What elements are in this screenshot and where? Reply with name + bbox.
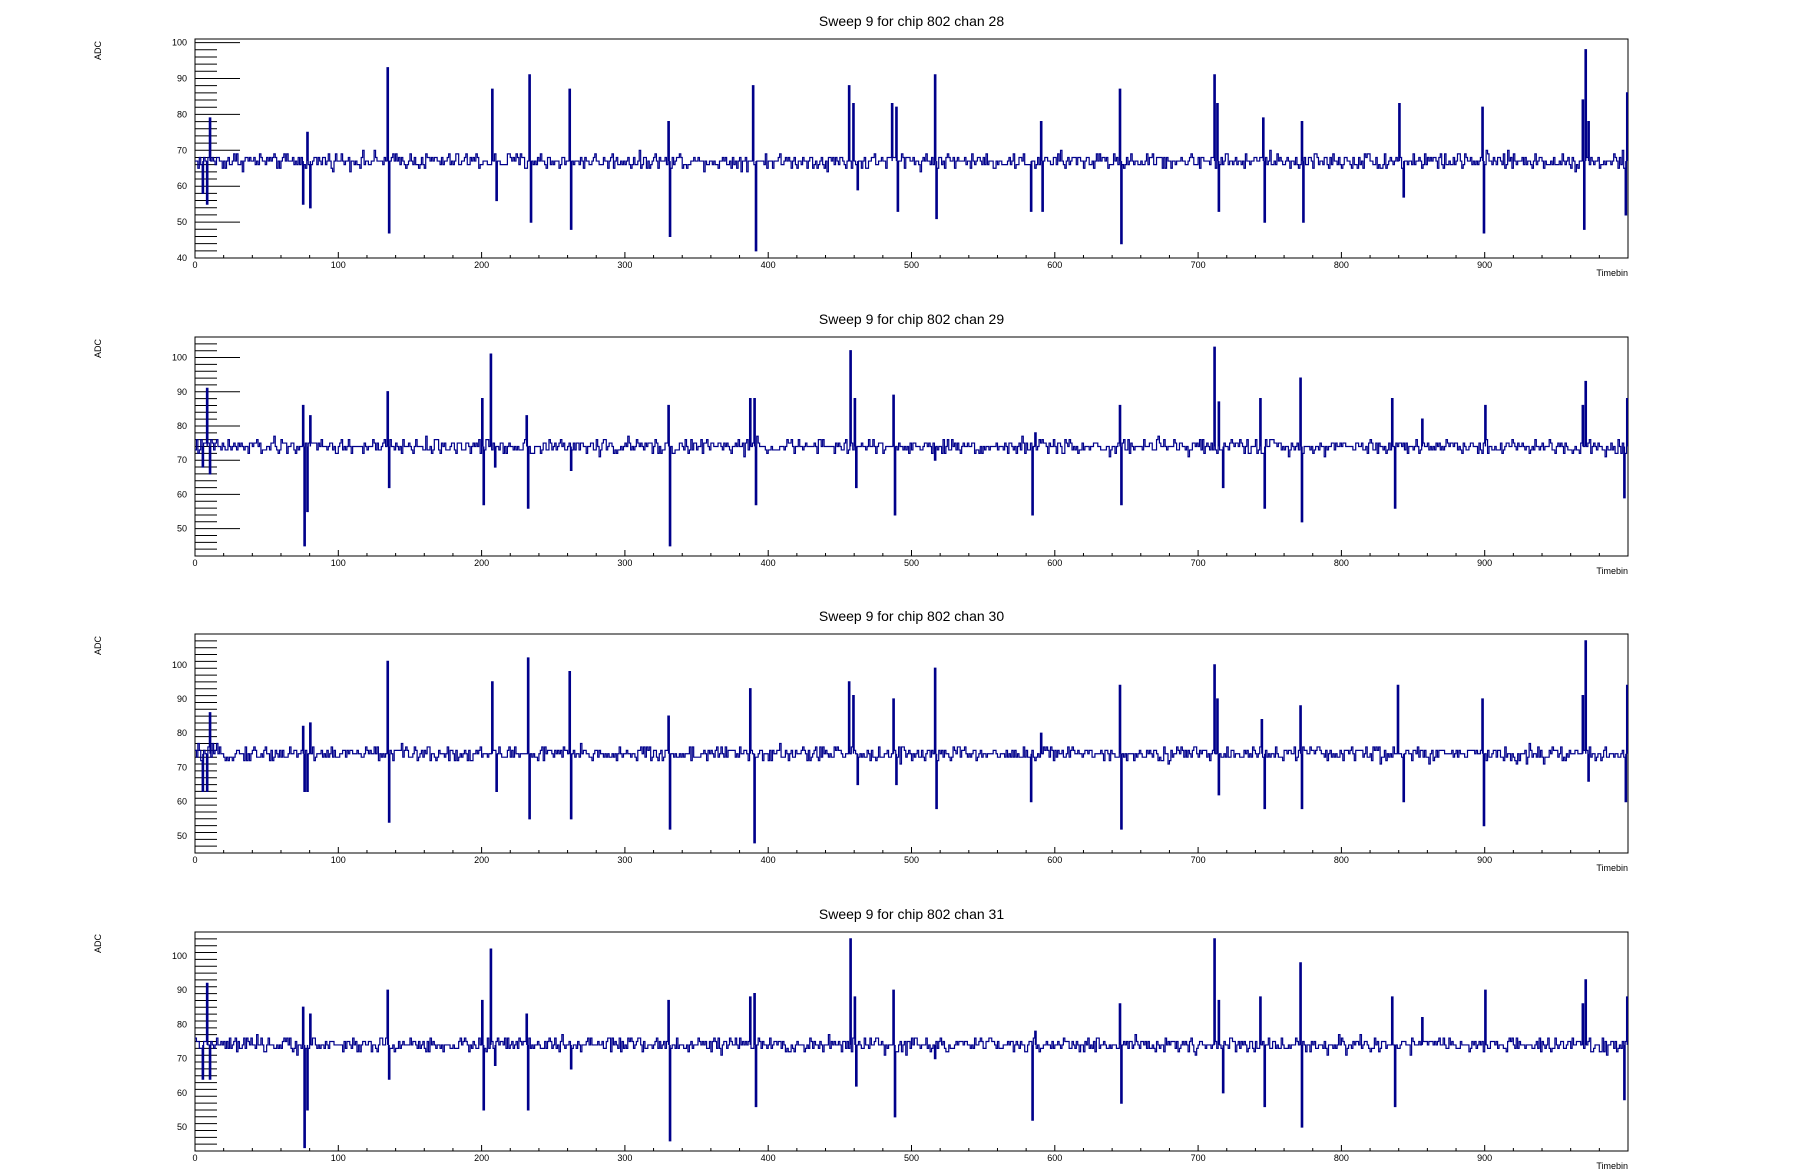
- x-tick-label: 600: [1047, 558, 1062, 568]
- x-tick-label: 900: [1477, 855, 1492, 865]
- x-tick-label: 400: [761, 855, 776, 865]
- chart-title: Sweep 9 for chip 802 chan 31: [819, 906, 1004, 922]
- x-tick-label: 0: [192, 260, 197, 270]
- chart-title: Sweep 9 for chip 802 chan 29: [819, 311, 1004, 327]
- plot-frame: [194, 38, 1629, 259]
- y-tick-label: 60: [177, 181, 187, 191]
- x-tick-label: 800: [1334, 1153, 1349, 1163]
- x-tick-label: 0: [192, 558, 197, 568]
- y-tick-label: 60: [177, 797, 187, 807]
- y-tick-label: 50: [177, 831, 187, 841]
- x-tick-label: 700: [1191, 855, 1206, 865]
- x-tick-label: 100: [331, 855, 346, 865]
- y-tick-label: 80: [177, 109, 187, 119]
- x-tick-label: 700: [1191, 558, 1206, 568]
- adc-trace: [195, 49, 1628, 252]
- y-tick-label: 100: [172, 353, 187, 363]
- x-tick-label: 100: [331, 558, 346, 568]
- y-tick-label: 90: [177, 387, 187, 397]
- x-tick-label: 0: [192, 1153, 197, 1163]
- y-tick-label: 80: [177, 728, 187, 738]
- x-tick-label: 0: [192, 855, 197, 865]
- x-tick-label: 900: [1477, 260, 1492, 270]
- x-axis-label: Timebin: [1596, 268, 1628, 278]
- x-tick-label: 200: [474, 558, 489, 568]
- x-tick-label: 200: [474, 1153, 489, 1163]
- y-tick-label: 70: [177, 762, 187, 772]
- x-tick-label: 100: [331, 260, 346, 270]
- x-tick-label: 600: [1047, 260, 1062, 270]
- y-tick-label: 90: [177, 985, 187, 995]
- x-tick-label: 500: [904, 855, 919, 865]
- x-tick-label: 500: [904, 558, 919, 568]
- y-tick-label: 100: [172, 951, 187, 961]
- adc-trace: [195, 640, 1628, 844]
- x-tick-label: 800: [1334, 260, 1349, 270]
- x-tick-label: 900: [1477, 1153, 1492, 1163]
- chart-title: Sweep 9 for chip 802 chan 30: [819, 608, 1004, 624]
- chart-panel-2: Sweep 9 for chip 802 chan 29 ADC Timebin 50…: [93, 311, 1629, 576]
- y-tick-label: 100: [172, 38, 187, 48]
- x-axis-label: Timebin: [1596, 566, 1628, 576]
- y-tick-label: 100: [172, 660, 187, 670]
- x-tick-label: 300: [617, 558, 632, 568]
- y-tick-label: 90: [177, 73, 187, 83]
- y-tick-label: 70: [177, 145, 187, 155]
- y-axis-label: ADC: [93, 934, 103, 954]
- x-tick-label: 100: [331, 1153, 346, 1163]
- y-tick-label: 60: [177, 489, 187, 499]
- y-tick-label: 80: [177, 1019, 187, 1029]
- y-tick-label: 50: [177, 524, 187, 534]
- chart-panel-3: Sweep 9 for chip 802 chan 30 ADC Timebin 50…: [93, 608, 1629, 873]
- y-tick-label: 70: [177, 1054, 187, 1064]
- y-tick-label: 50: [177, 1122, 187, 1132]
- y-axis-label: ADC: [93, 636, 103, 656]
- x-tick-label: 300: [617, 1153, 632, 1163]
- y-axis-label: ADC: [93, 339, 103, 359]
- y-axis-label: ADC: [93, 41, 103, 61]
- x-tick-label: 200: [474, 855, 489, 865]
- x-axis-label: Timebin: [1596, 863, 1628, 873]
- chart-title: Sweep 9 for chip 802 chan 28: [819, 13, 1004, 29]
- x-tick-label: 600: [1047, 855, 1062, 865]
- y-tick-label: 60: [177, 1088, 187, 1098]
- x-tick-label: 900: [1477, 558, 1492, 568]
- y-tick-label: 70: [177, 455, 187, 465]
- x-tick-label: 700: [1191, 260, 1206, 270]
- adc-trace: [195, 938, 1628, 1149]
- x-tick-label: 800: [1334, 558, 1349, 568]
- x-tick-label: 400: [761, 1153, 776, 1163]
- x-tick-label: 800: [1334, 855, 1349, 865]
- x-tick-label: 300: [617, 855, 632, 865]
- x-tick-label: 400: [761, 558, 776, 568]
- y-tick-label: 90: [177, 694, 187, 704]
- chart-panel-4: Sweep 9 for chip 802 chan 31 ADC Timebin 50…: [93, 906, 1629, 1171]
- y-tick-label: 50: [177, 217, 187, 227]
- chart-panel-1: Sweep 9 for chip 802 chan 28 ADC Timebin 40…: [93, 13, 1629, 278]
- y-tick-label: 80: [177, 421, 187, 431]
- y-tick-label: 40: [177, 253, 187, 263]
- x-tick-label: 400: [761, 260, 776, 270]
- x-tick-label: 500: [904, 1153, 919, 1163]
- x-tick-label: 200: [474, 260, 489, 270]
- x-tick-label: 500: [904, 260, 919, 270]
- x-tick-label: 300: [617, 260, 632, 270]
- adc-trace: [195, 346, 1628, 547]
- plot-frame: [194, 633, 1629, 854]
- x-axis-label: Timebin: [1596, 1161, 1628, 1171]
- x-tick-label: 700: [1191, 1153, 1206, 1163]
- x-tick-label: 600: [1047, 1153, 1062, 1163]
